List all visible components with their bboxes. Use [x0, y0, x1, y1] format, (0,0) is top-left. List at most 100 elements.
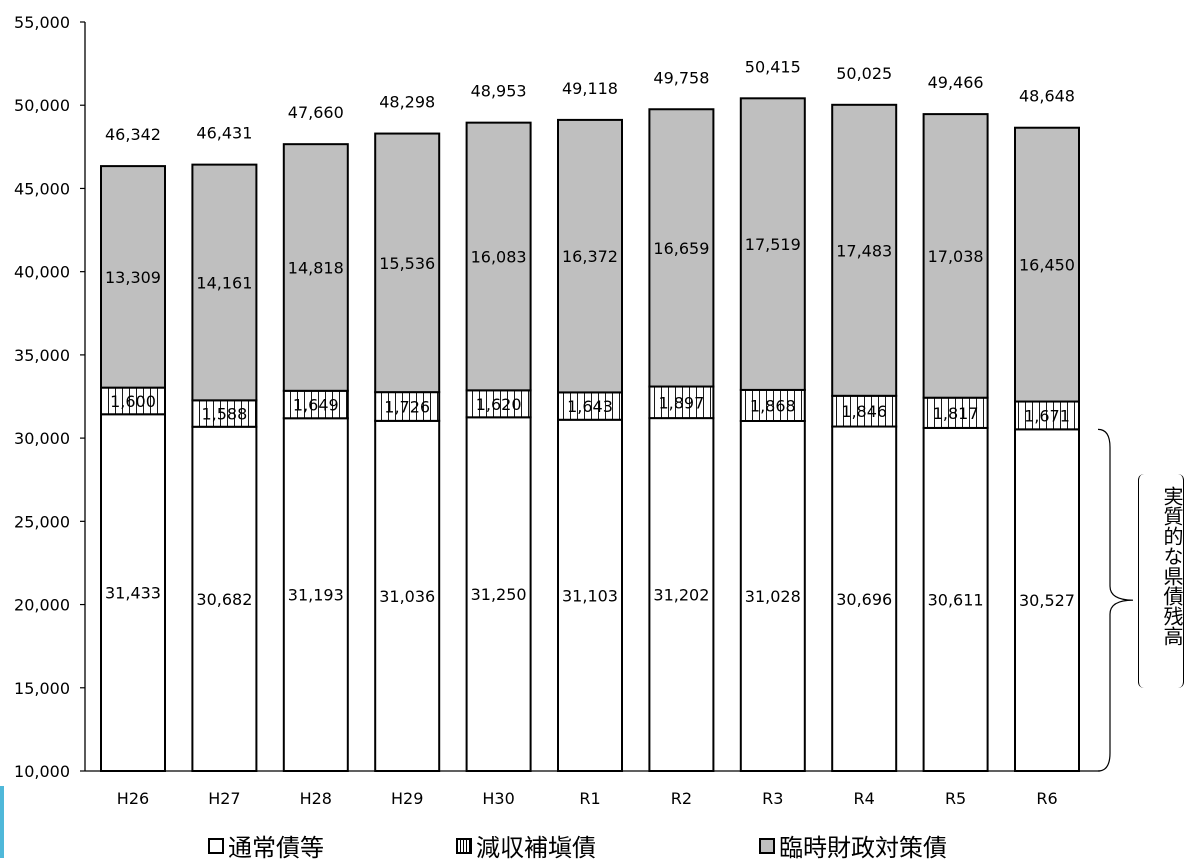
bar-segment: [191, 425, 258, 772]
segment-label: 31,028: [745, 587, 801, 606]
y-tick-label: 15,000: [14, 679, 70, 698]
x-tick-label: R1: [579, 789, 600, 808]
legend: 通常債等 減収補塡債 臨時財政対策債: [0, 828, 1185, 862]
bracket-annotation: [1097, 428, 1134, 772]
y-tick-label: 10,000: [14, 762, 70, 781]
x-tick-label: R3: [762, 789, 783, 808]
bar-segment: [1014, 400, 1080, 431]
bar-segment: [100, 413, 166, 772]
bar-segment: [465, 416, 532, 772]
legend-swatch-gray: [759, 837, 775, 854]
bar-segment: [557, 118, 623, 394]
bar-segment: [922, 426, 989, 772]
bar-segment: [465, 121, 532, 392]
segment-label: 13,309: [105, 268, 161, 287]
total-label: 48,648: [1019, 87, 1075, 106]
x-tick-label: R4: [854, 789, 875, 808]
bar-segment: [282, 143, 349, 392]
segment-label: 17,038: [928, 247, 984, 266]
segment-label: 30,611: [928, 590, 984, 609]
y-tick-label: 35,000: [14, 346, 70, 365]
legend-item-regular: 通常債等: [208, 828, 324, 863]
bar-segment: [648, 385, 715, 420]
segment-label: 1,868: [750, 396, 796, 415]
total-label: 50,025: [836, 64, 892, 83]
bar-segment: [922, 396, 989, 429]
y-tick-label: 50,000: [14, 96, 70, 115]
segment-label: 1,817: [933, 404, 979, 423]
data-labels: 31,433 1,600 13,309 46,342 30,682 1,588 14,161…: [105, 57, 1075, 610]
legend-label: 通常債等: [228, 834, 324, 862]
x-tick-label: R5: [945, 789, 966, 808]
segment-label: 1,643: [567, 397, 613, 416]
x-tick-label: H27: [208, 789, 240, 808]
x-tick-label: H28: [300, 789, 332, 808]
x-axis: H26 H27 H28 H29 H30 R1 R2 R3 R4 R5 R6: [85, 770, 1100, 808]
bars: [100, 97, 1080, 772]
total-label: 49,466: [928, 73, 984, 92]
total-label: 46,342: [105, 125, 161, 144]
segment-label: 16,083: [471, 247, 527, 266]
x-tick-label: R6: [1036, 789, 1057, 808]
y-axis: 10,000 15,000 20,000 25,000 30,000 35,000 40,0…: [14, 13, 86, 781]
segment-label: 30,682: [196, 590, 252, 609]
bar-segment: [191, 163, 258, 402]
y-tick-label: 25,000: [14, 512, 70, 531]
segment-label: 17,483: [836, 241, 892, 260]
bar-segment: [374, 419, 441, 772]
total-label: 48,298: [379, 93, 435, 112]
legend-label: 臨時財政対策債: [779, 834, 947, 862]
segment-label: 1,649: [293, 396, 339, 415]
bar-segment: [648, 108, 715, 388]
segment-label: 15,536: [379, 254, 435, 273]
total-label: 46,431: [196, 124, 252, 143]
segment-label: 16,659: [653, 239, 709, 258]
segment-label: 16,372: [562, 247, 618, 266]
bar-segment: [191, 399, 258, 428]
segment-label: 1,846: [841, 402, 887, 421]
total-label: 48,953: [471, 82, 527, 101]
bar-segment: [831, 103, 898, 397]
bar-segment: [739, 97, 806, 391]
segment-label: 31,250: [471, 585, 527, 604]
annotation-text: 実質的な県債残高: [1160, 486, 1184, 646]
legend-item-temporary-fiscal: 臨時財政対策債: [759, 828, 947, 863]
bar-segment: [374, 132, 441, 394]
total-label: 47,660: [288, 103, 344, 122]
bar-segment: [739, 420, 806, 772]
segment-label: 17,519: [745, 235, 801, 254]
segment-label: 30,527: [1019, 591, 1075, 610]
x-tick-label: R2: [671, 789, 692, 808]
segment-label: 1,671: [1024, 406, 1070, 425]
legend-swatch-hatched: [456, 837, 472, 854]
legend-item-revenue-compensation: 減収補塡債: [456, 828, 596, 863]
y-tick-label: 40,000: [14, 263, 70, 282]
segment-label: 1,600: [110, 392, 156, 411]
x-tick-label: H29: [391, 789, 423, 808]
segment-label: 16,450: [1019, 256, 1075, 275]
segment-label: 1,588: [201, 405, 247, 424]
segment-label: 14,161: [196, 273, 252, 292]
y-tick-label: 20,000: [14, 596, 70, 615]
bar-segment: [648, 417, 715, 772]
segment-label: 31,433: [105, 584, 161, 603]
y-tick-label: 30,000: [14, 429, 70, 448]
segment-label: 31,193: [288, 586, 344, 605]
segment-label: 31,036: [379, 587, 435, 606]
x-tick-label: H26: [117, 789, 149, 808]
total-label: 49,758: [653, 68, 709, 87]
segment-label: 14,818: [288, 258, 344, 277]
legend-label: 減収補塡債: [476, 834, 596, 862]
bar-segment: [100, 386, 166, 416]
y-tick-label: 45,000: [14, 179, 70, 198]
bar-segment: [1014, 126, 1080, 403]
total-label: 50,415: [745, 57, 801, 76]
curly-brace: [1097, 428, 1134, 772]
bar-segment: [922, 113, 989, 399]
y-tick-label: 55,000: [14, 13, 70, 32]
total-label: 49,118: [562, 79, 618, 98]
segment-label: 30,696: [836, 590, 892, 609]
segment-label: 31,103: [562, 586, 618, 605]
bar-segment: [557, 418, 623, 772]
segment-label: 1,726: [384, 398, 430, 417]
